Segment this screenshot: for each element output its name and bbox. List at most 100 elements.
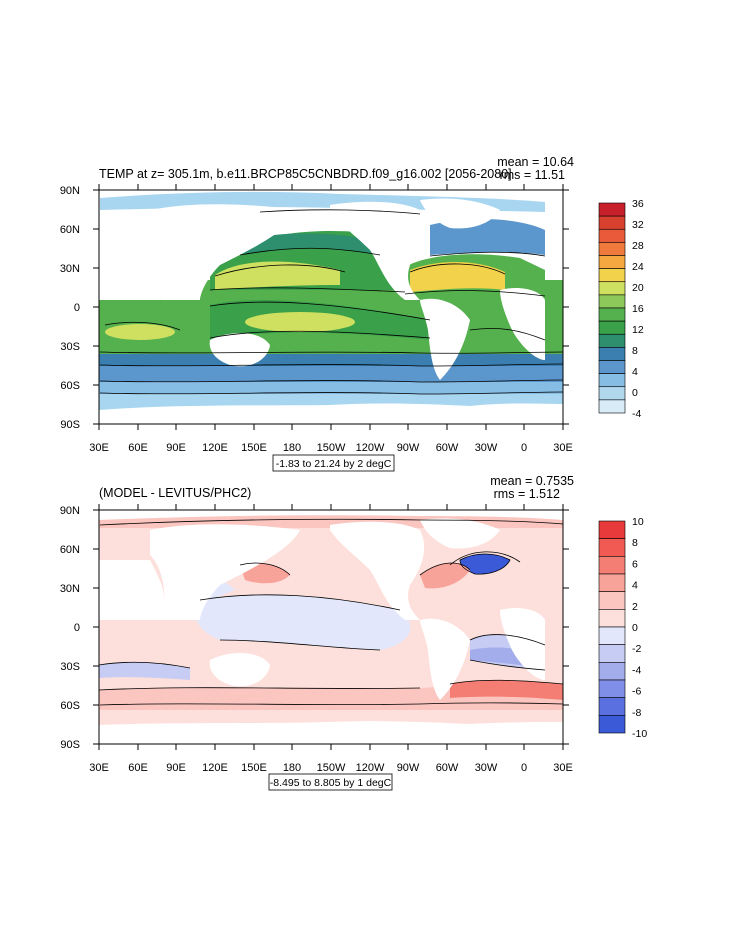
contour-info-box: -1.83 to 21.24 by 2 degC [272, 454, 395, 472]
colorbar-swatch [598, 538, 626, 557]
colorbar-swatch [598, 697, 626, 716]
rms-label: rms = 1.512 [494, 487, 560, 501]
colorbar-label: -4 [632, 408, 641, 420]
colorbar-label: 0 [632, 387, 638, 399]
lat-tick-label: 90N [60, 185, 80, 197]
colorbar-swatch [598, 347, 626, 361]
land-africa-east [99, 240, 165, 300]
colorbar-swatch [598, 609, 626, 628]
lon-tick-label: 30W [475, 762, 498, 774]
lon-tick-label: 30E [89, 442, 109, 454]
colorbar-swatch [598, 333, 626, 348]
lon-tick-label: 180 [283, 762, 301, 774]
colorbar-swatch [598, 320, 626, 335]
lat-tick-label: 90S [60, 419, 80, 431]
land-australia [209, 333, 270, 367]
colorbar-label: -8 [632, 707, 641, 719]
colorbar-label: 8 [632, 537, 638, 549]
colorbar-swatch [598, 626, 626, 645]
land-north-america [330, 201, 425, 300]
lon-tick-label: 0 [521, 442, 527, 454]
lat-tick-label: 60N [60, 224, 80, 236]
lon-tick-label: 30W [475, 442, 498, 454]
lon-axis: 30E 60E 90E 120E 150E 180 150W 120W 90W … [89, 184, 573, 454]
colorbar-label: 24 [632, 261, 644, 273]
colorbar: 36 32 28 24 20 16 12 8 4 0 -4 [598, 198, 644, 420]
lat-tick-label: 30S [60, 661, 80, 673]
land-antarctica [99, 403, 563, 424]
colorbar-swatch [598, 715, 626, 734]
colorbar-label: -2 [632, 643, 641, 655]
difference-panel: (MODEL - LEVITUS/PHC2) mean = 0.7535 rms… [60, 474, 647, 791]
land-greenland [420, 198, 500, 229]
land-south-america [420, 298, 470, 380]
colorbar-label: 32 [632, 219, 644, 231]
colorbar-label: -4 [632, 664, 641, 676]
lon-tick-label: 90W [397, 762, 420, 774]
lat-tick-label: 90N [60, 505, 80, 517]
colorbar-swatch [598, 679, 626, 698]
lon-tick-label: 150E [241, 762, 267, 774]
colorbar-swatch [598, 268, 626, 283]
colorbar-swatch [598, 556, 626, 575]
colorbar-label: -6 [632, 686, 641, 698]
colorbar-label: 10 [632, 516, 644, 528]
colorbar-swatch [598, 294, 626, 309]
lon-tick-label: 60W [436, 762, 459, 774]
land-south-america [420, 618, 470, 700]
land-asia [150, 204, 300, 300]
temperature-panel: TEMP at z= 305.1m, b.e11.BRCP85C5CNBDRD.… [60, 155, 644, 472]
colorbar-swatch [598, 202, 626, 217]
lon-axis: 30E 60E 90E 120E 150E 180 150W 120W 90W … [89, 504, 573, 774]
lon-tick-label: 30E [89, 762, 109, 774]
colorbar-swatch [598, 228, 626, 243]
lat-tick-marks [93, 189, 569, 425]
colorbar-swatch [598, 662, 626, 681]
colorbar-label: 8 [632, 345, 638, 357]
colorbar-label: 28 [632, 240, 644, 252]
lat-tick-label: 30N [60, 583, 80, 595]
lat-tick-label: 60N [60, 544, 80, 556]
colorbar-swatch [598, 573, 626, 592]
colorbar-swatch [598, 242, 626, 256]
colorbar-swatch [598, 360, 626, 374]
land-africa-west [500, 288, 545, 360]
lon-tick-label: 150W [317, 442, 346, 454]
contour-info-text: -8.495 to 8.805 by 1 degC [270, 777, 392, 789]
colorbar-swatch [598, 386, 626, 401]
lat-tick-label: 30N [60, 263, 80, 275]
land-antarctica [99, 721, 563, 744]
colorbar-swatch [598, 307, 626, 322]
lon-tick-label: 30E [553, 442, 573, 454]
land-greenland [420, 518, 500, 549]
colorbar-label: 2 [632, 601, 638, 613]
colorbar-label: 4 [632, 366, 638, 378]
temperature-map [99, 190, 563, 424]
lon-tick-label: 120E [202, 762, 228, 774]
lon-tick-marks [98, 504, 564, 750]
lat-tick-label: 90S [60, 739, 80, 751]
colorbar-label: 16 [632, 303, 644, 315]
lon-tick-label: 180 [283, 442, 301, 454]
lon-tick-label: 120W [356, 442, 385, 454]
colorbar-label: 20 [632, 282, 644, 294]
colorbar: 10 8 6 4 2 0 -2 -4 -6 -8 -10 [598, 516, 647, 740]
lon-tick-label: 90W [397, 442, 420, 454]
colorbar-swatch [598, 255, 626, 269]
colorbar-swatch [598, 215, 626, 230]
colorbar-label: 12 [632, 324, 644, 336]
mean-label: mean = 0.7535 [490, 474, 574, 488]
colorbar-label: 4 [632, 580, 638, 592]
colorbar-label: 6 [632, 558, 638, 570]
lat-tick-label: 60S [60, 700, 80, 712]
contour-info-text: -1.83 to 21.24 by 2 degC [276, 458, 392, 470]
lon-tick-label: 120E [202, 442, 228, 454]
mean-label: mean = 10.64 [497, 155, 574, 169]
rms-label: rms = 11.51 [500, 168, 565, 182]
lon-tick-label: 60E [128, 442, 148, 454]
land-asia [150, 524, 300, 620]
lat-tick-label: 30S [60, 341, 80, 353]
lat-tick-label: 60S [60, 380, 80, 392]
land-australia [209, 653, 270, 687]
